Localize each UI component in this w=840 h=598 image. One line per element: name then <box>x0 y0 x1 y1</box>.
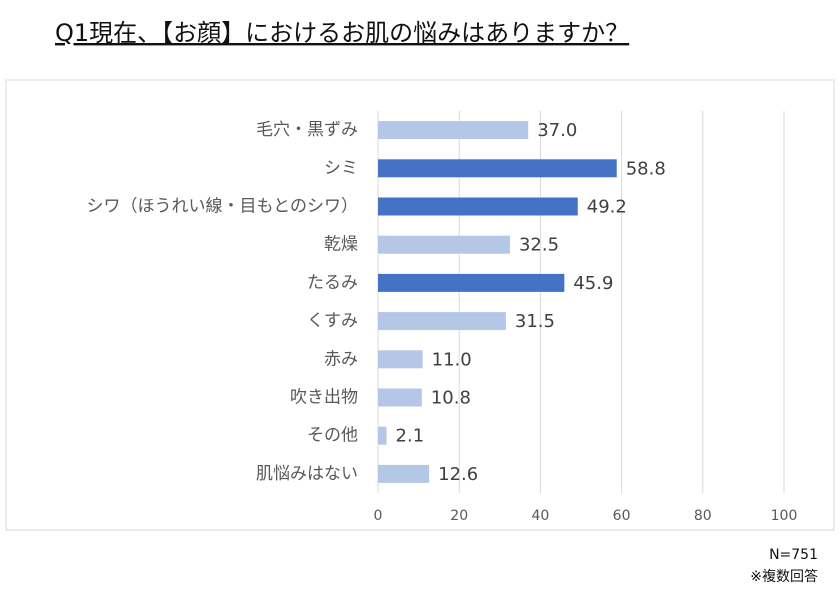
bar <box>378 464 430 483</box>
bar <box>378 197 578 216</box>
value-label: 37.0 <box>537 120 577 141</box>
y-tick-label: 乾燥 <box>324 235 358 255</box>
bar <box>378 235 510 254</box>
chart-frame <box>5 79 835 531</box>
value-label: 10.8 <box>431 388 471 409</box>
sample-size-note: N=751 <box>769 547 818 563</box>
value-label: 45.9 <box>573 273 613 294</box>
chart-title: Q1現在、【お顔】におけるお肌の悩みはありますか？ <box>55 19 629 47</box>
x-tick-label: 40 <box>531 508 549 524</box>
x-tick-label: 60 <box>613 508 631 524</box>
value-label: 49.2 <box>587 197 627 218</box>
x-tick-label: 80 <box>694 508 712 524</box>
value-label: 32.5 <box>519 235 559 256</box>
y-tick-label: 肌悩みはない <box>256 464 358 484</box>
y-tick-label: 吹き出物 <box>290 388 358 408</box>
y-tick-label: 毛穴・黒ずみ <box>256 120 358 140</box>
bar <box>378 312 506 331</box>
value-label: 2.1 <box>396 426 425 447</box>
y-tick-label: くすみ <box>307 311 358 331</box>
y-tick-label: シミ <box>324 158 358 178</box>
y-tick-label: 赤み <box>324 349 358 369</box>
multiple-answer-note: ※複数回答 <box>750 568 818 585</box>
x-tick-label: 100 <box>771 508 798 524</box>
value-label: 11.0 <box>432 349 472 370</box>
x-tick-label: 0 <box>374 508 383 524</box>
value-label: 12.6 <box>438 464 478 485</box>
y-tick-label: シワ（ほうれい線・目もとのシワ） <box>87 197 359 217</box>
value-label: 31.5 <box>515 311 555 332</box>
bar <box>378 159 617 178</box>
bar <box>378 121 529 140</box>
y-tick-label: その他 <box>307 426 358 446</box>
y-tick-label: たるみ <box>307 273 358 293</box>
x-tick-label: 20 <box>450 508 468 524</box>
bar <box>378 388 422 407</box>
bar <box>378 426 387 445</box>
bar <box>378 273 565 292</box>
bar <box>378 350 423 369</box>
value-label: 58.8 <box>626 158 666 179</box>
